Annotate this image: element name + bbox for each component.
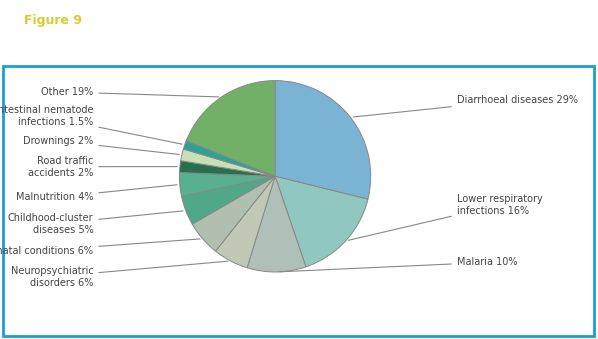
Text: Figure 9: Figure 9 [24,14,82,26]
Text: burden of disease, among children 0–14 years ª: burden of disease, among children 0–14 y… [131,42,467,55]
Text: Main diseases contributing to the environmental: Main diseases contributing to the enviro… [129,14,471,26]
Text: Drownings 2%: Drownings 2% [23,136,179,155]
Wedge shape [184,141,275,176]
Text: Intestinal nematode
infections 1.5%: Intestinal nematode infections 1.5% [0,105,182,144]
Wedge shape [182,176,275,224]
Wedge shape [192,176,275,251]
Wedge shape [275,81,371,199]
Wedge shape [247,176,306,272]
Wedge shape [181,149,275,176]
Wedge shape [187,81,275,176]
Text: Malnutrition 4%: Malnutrition 4% [16,185,177,202]
Wedge shape [275,176,368,267]
Wedge shape [179,161,275,176]
Text: Road traffic
accidents 2%: Road traffic accidents 2% [28,156,177,178]
Text: Perinatal conditions 6%: Perinatal conditions 6% [0,239,200,256]
Wedge shape [215,176,275,268]
Text: Other 19%: Other 19% [41,87,219,97]
Text: Lower respiratory
infections 16%: Lower respiratory infections 16% [348,194,542,240]
Text: Malaria 10%: Malaria 10% [279,257,517,272]
Wedge shape [179,173,275,196]
Text: Childhood-cluster
diseases 5%: Childhood-cluster diseases 5% [8,211,183,235]
Text: Diarrhoeal diseases 29%: Diarrhoeal diseases 29% [353,95,578,117]
Text: Neuropsychiatric
disorders 6%: Neuropsychiatric disorders 6% [11,261,228,287]
